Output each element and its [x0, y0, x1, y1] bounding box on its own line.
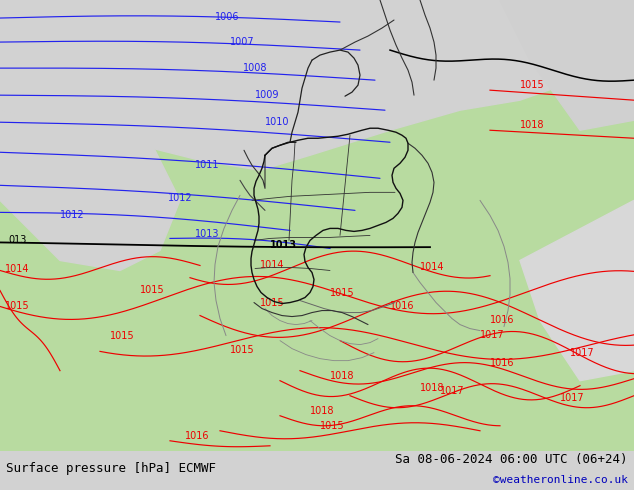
Text: 1016: 1016 [185, 431, 209, 441]
Text: 1013: 1013 [195, 229, 219, 240]
Text: ©weatheronline.co.uk: ©weatheronline.co.uk [493, 475, 628, 485]
Text: 1014: 1014 [5, 265, 30, 274]
Text: 1015: 1015 [140, 285, 165, 294]
Text: 1015: 1015 [330, 288, 354, 297]
Text: 1014: 1014 [260, 261, 285, 270]
Text: 1015: 1015 [320, 421, 345, 431]
Text: 1018: 1018 [310, 406, 335, 416]
Text: 1016: 1016 [390, 300, 415, 311]
Text: 1017: 1017 [570, 347, 595, 358]
Text: 1007: 1007 [230, 37, 255, 47]
Text: 1018: 1018 [520, 120, 545, 130]
Text: 1018: 1018 [420, 383, 444, 392]
Text: 1011: 1011 [195, 160, 219, 171]
Text: 1017: 1017 [440, 386, 465, 396]
Polygon shape [0, 0, 634, 171]
Text: 1015: 1015 [230, 344, 255, 355]
Text: 1015: 1015 [110, 331, 134, 341]
Text: 013: 013 [8, 235, 27, 245]
Text: Sa 08-06-2024 06:00 UTC (06+24): Sa 08-06-2024 06:00 UTC (06+24) [395, 452, 628, 466]
Text: 1016: 1016 [490, 358, 515, 368]
Text: 1017: 1017 [560, 392, 585, 403]
Text: 1012: 1012 [60, 210, 84, 221]
Polygon shape [0, 110, 180, 270]
Text: 1016: 1016 [490, 315, 515, 324]
Text: 1017: 1017 [480, 330, 505, 340]
Text: 1015: 1015 [260, 297, 285, 308]
Text: 1013: 1013 [270, 241, 297, 250]
Polygon shape [500, 0, 634, 130]
Text: 1012: 1012 [168, 194, 193, 203]
Text: 1010: 1010 [265, 117, 290, 127]
Text: 1008: 1008 [243, 63, 268, 73]
Text: 1018: 1018 [330, 370, 354, 381]
Text: 1014: 1014 [420, 263, 444, 272]
Text: Surface pressure [hPa] ECMWF: Surface pressure [hPa] ECMWF [6, 462, 216, 475]
Text: 1009: 1009 [255, 90, 280, 100]
Text: 1006: 1006 [215, 12, 240, 22]
Polygon shape [520, 200, 634, 381]
Text: 1015: 1015 [520, 80, 545, 90]
Text: 1015: 1015 [5, 300, 30, 311]
